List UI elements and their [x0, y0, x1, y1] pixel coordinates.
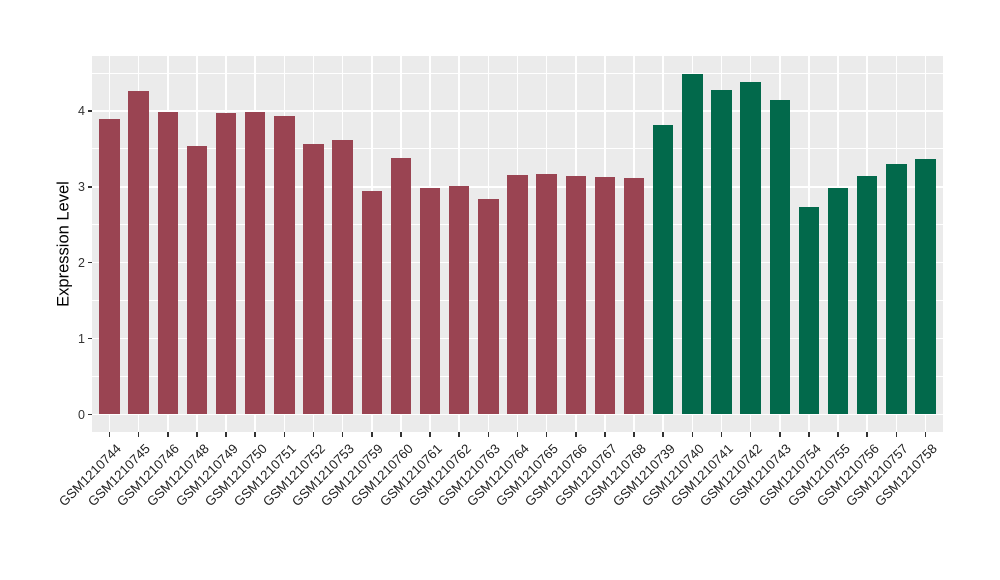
x-tick-mark	[779, 432, 781, 437]
x-tick-mark	[516, 432, 519, 437]
x-tick-mark	[808, 432, 810, 437]
y-tick-mark	[87, 337, 92, 340]
bar	[915, 159, 936, 415]
y-tick-mark	[87, 110, 92, 112]
x-tick-mark	[312, 432, 315, 437]
x-tick-mark	[167, 432, 169, 437]
y-tick-mark	[87, 186, 92, 188]
x-tick-mark	[108, 432, 111, 437]
bar	[653, 125, 674, 415]
y-tick-label: 1	[78, 331, 85, 346]
bar	[449, 186, 470, 415]
x-tick-mark	[225, 432, 227, 437]
bar	[419, 187, 441, 415]
y-tick-mark	[87, 413, 92, 416]
x-tick-mark	[924, 432, 927, 437]
x-tick-mark	[575, 432, 577, 437]
x-tick-mark	[691, 432, 694, 437]
bar	[332, 139, 353, 415]
y-tick-label: 2	[78, 255, 85, 270]
bar	[361, 191, 382, 415]
bar	[857, 176, 878, 415]
x-tick-mark	[662, 432, 664, 437]
x-tick-mark	[720, 432, 723, 437]
bar	[186, 145, 208, 415]
x-tick-mark	[604, 432, 606, 437]
bar	[769, 100, 790, 415]
x-tick-mark	[866, 432, 868, 437]
bar	[623, 177, 645, 415]
x-tick-mark	[633, 432, 635, 437]
bar	[536, 173, 557, 415]
y-axis-title: Expression Level	[54, 181, 73, 307]
x-tick-mark	[895, 432, 898, 437]
x-tick-mark	[837, 432, 839, 437]
bar	[740, 82, 761, 415]
y-tick-label: 4	[78, 103, 85, 118]
bar	[215, 113, 237, 415]
x-tick-mark	[283, 432, 286, 437]
x-tick-mark	[545, 432, 548, 437]
bar	[507, 175, 528, 415]
plot-panel	[92, 56, 943, 432]
x-tick-mark	[341, 432, 344, 437]
bar	[478, 198, 499, 415]
x-tick-mark	[254, 432, 256, 437]
x-tick-mark	[458, 432, 460, 437]
bar	[594, 176, 616, 415]
x-tick-mark	[487, 432, 490, 437]
bar	[128, 91, 149, 415]
bar	[827, 188, 849, 415]
bar	[565, 176, 586, 415]
bar	[245, 112, 266, 415]
bar	[886, 164, 907, 415]
x-tick-mark	[400, 432, 402, 437]
bar	[303, 143, 324, 415]
y-tick-label: 3	[78, 179, 85, 194]
bar	[711, 89, 732, 415]
bar	[390, 157, 412, 415]
x-tick-mark	[137, 432, 140, 437]
bar	[99, 119, 120, 415]
x-tick-mark	[749, 432, 752, 437]
x-tick-mark	[196, 432, 198, 437]
bar	[798, 206, 820, 415]
x-tick-mark	[371, 432, 373, 437]
y-tick-label: 0	[78, 407, 85, 422]
y-tick-mark	[87, 261, 92, 264]
bar	[157, 112, 178, 415]
x-tick-mark	[429, 432, 431, 437]
bar	[274, 116, 295, 415]
bar	[682, 73, 703, 415]
